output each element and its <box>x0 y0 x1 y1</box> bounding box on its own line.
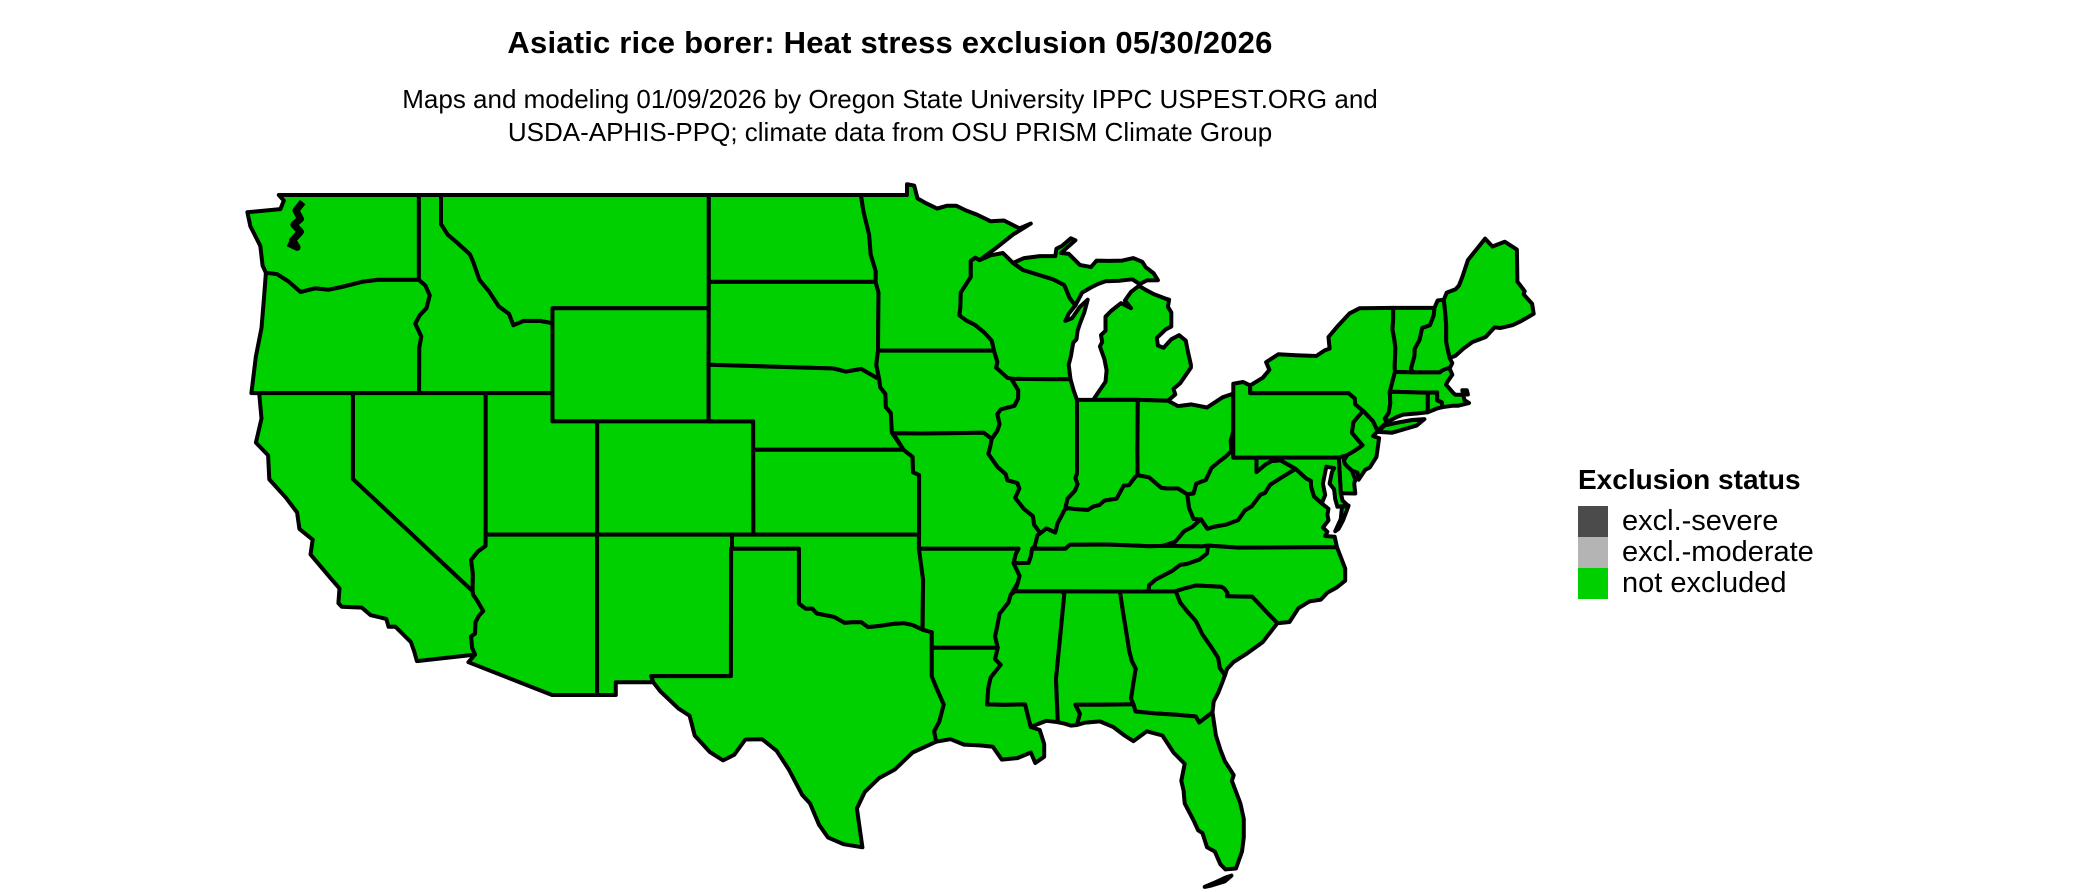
state-oregon <box>249 270 432 396</box>
state-delaware <box>1336 453 1358 496</box>
state-texas <box>649 546 946 850</box>
legend-swatch <box>1578 506 1608 537</box>
legend-item: not excluded <box>1578 568 2038 599</box>
page-title: Asiatic rice borer: Heat stress exclusio… <box>507 25 1273 60</box>
legend-swatch <box>1578 568 1608 599</box>
subtitle-line-1: Maps and modeling 01/09/2026 by Oregon S… <box>402 84 1378 114</box>
legend-label: not excluded <box>1622 567 1787 599</box>
subtitle-line-2: USDA-APHIS-PPQ; climate data from OSU PR… <box>507 117 1273 147</box>
state-michigan <box>1011 236 1193 403</box>
legend-label: excl.-moderate <box>1622 536 1814 568</box>
puget-sound-detail <box>286 199 306 251</box>
state-colorado <box>595 419 756 537</box>
state-arizona <box>466 532 600 697</box>
state-south-carolina <box>1173 583 1280 678</box>
state-florida <box>1073 702 1246 889</box>
legend-label: excl.-severe <box>1622 505 1779 537</box>
legend: Exclusion status excl.-severe excl.-moder… <box>1578 464 2038 599</box>
state-north-dakota <box>706 193 878 284</box>
us-map <box>228 178 1568 892</box>
legend-item: excl.-severe <box>1578 506 2038 537</box>
state-new-mexico <box>595 532 734 697</box>
state-wyoming <box>550 306 711 424</box>
state-maryland <box>1254 455 1351 509</box>
state-maine <box>1441 236 1536 360</box>
header: Asiatic rice borer: Heat stress exclusio… <box>0 0 1780 149</box>
legend-item: excl.-moderate <box>1578 537 2038 568</box>
legend-swatch <box>1578 537 1608 568</box>
state-kansas <box>751 447 922 537</box>
state-connecticut <box>1382 389 1430 424</box>
legend-items: excl.-severe excl.-moderate not excluded <box>1578 506 2038 599</box>
map-subtitle: Maps and modeling 01/09/2026 by Oregon S… <box>0 83 1780 149</box>
legend-title: Exclusion status <box>1578 464 1801 495</box>
us-map-svg <box>245 182 1536 889</box>
